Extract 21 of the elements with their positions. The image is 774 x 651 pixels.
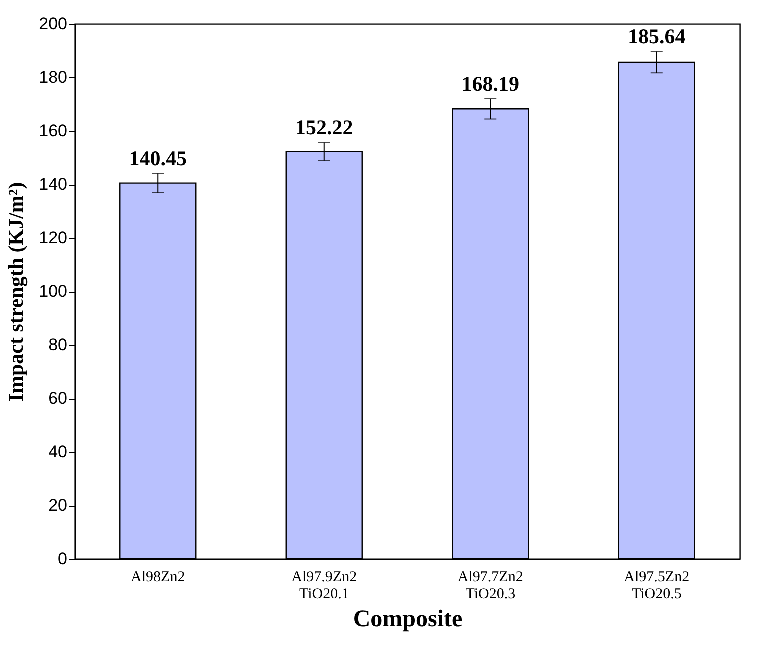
y-tick-label: 200 xyxy=(39,14,68,34)
data-label: 140.45 xyxy=(129,146,187,171)
x-tick-label: Al98Zn2 xyxy=(131,570,186,586)
y-tick-label: 60 xyxy=(48,389,68,408)
y-tick-label: 100 xyxy=(39,282,68,301)
x-tick-label: Al97.9Zn2 TiO20.1 xyxy=(292,570,358,602)
y-tick-label: 120 xyxy=(39,228,68,248)
y-tick-label: 40 xyxy=(48,442,68,462)
y-tick-label: 140 xyxy=(39,175,68,194)
x-axis-title: Composite xyxy=(353,606,464,632)
y-axis-title: Impact strength (KJ/m²) xyxy=(4,182,28,402)
y-tick-label: 80 xyxy=(48,336,68,354)
y-tick-label: 0 xyxy=(58,550,68,568)
y-tick-label: 180 xyxy=(39,68,68,87)
y-tick-label: 160 xyxy=(39,122,68,140)
data-label: 152.22 xyxy=(296,116,354,140)
data-label: 168.19 xyxy=(462,72,520,96)
data-label: 185.64 xyxy=(628,24,686,49)
x-tick-label: Al97.7Zn2 TiO20.3 xyxy=(458,570,524,602)
x-tick-label: Al97.5Zn2 TiO20.5 xyxy=(624,570,690,602)
y-tick-label: 20 xyxy=(48,496,68,515)
